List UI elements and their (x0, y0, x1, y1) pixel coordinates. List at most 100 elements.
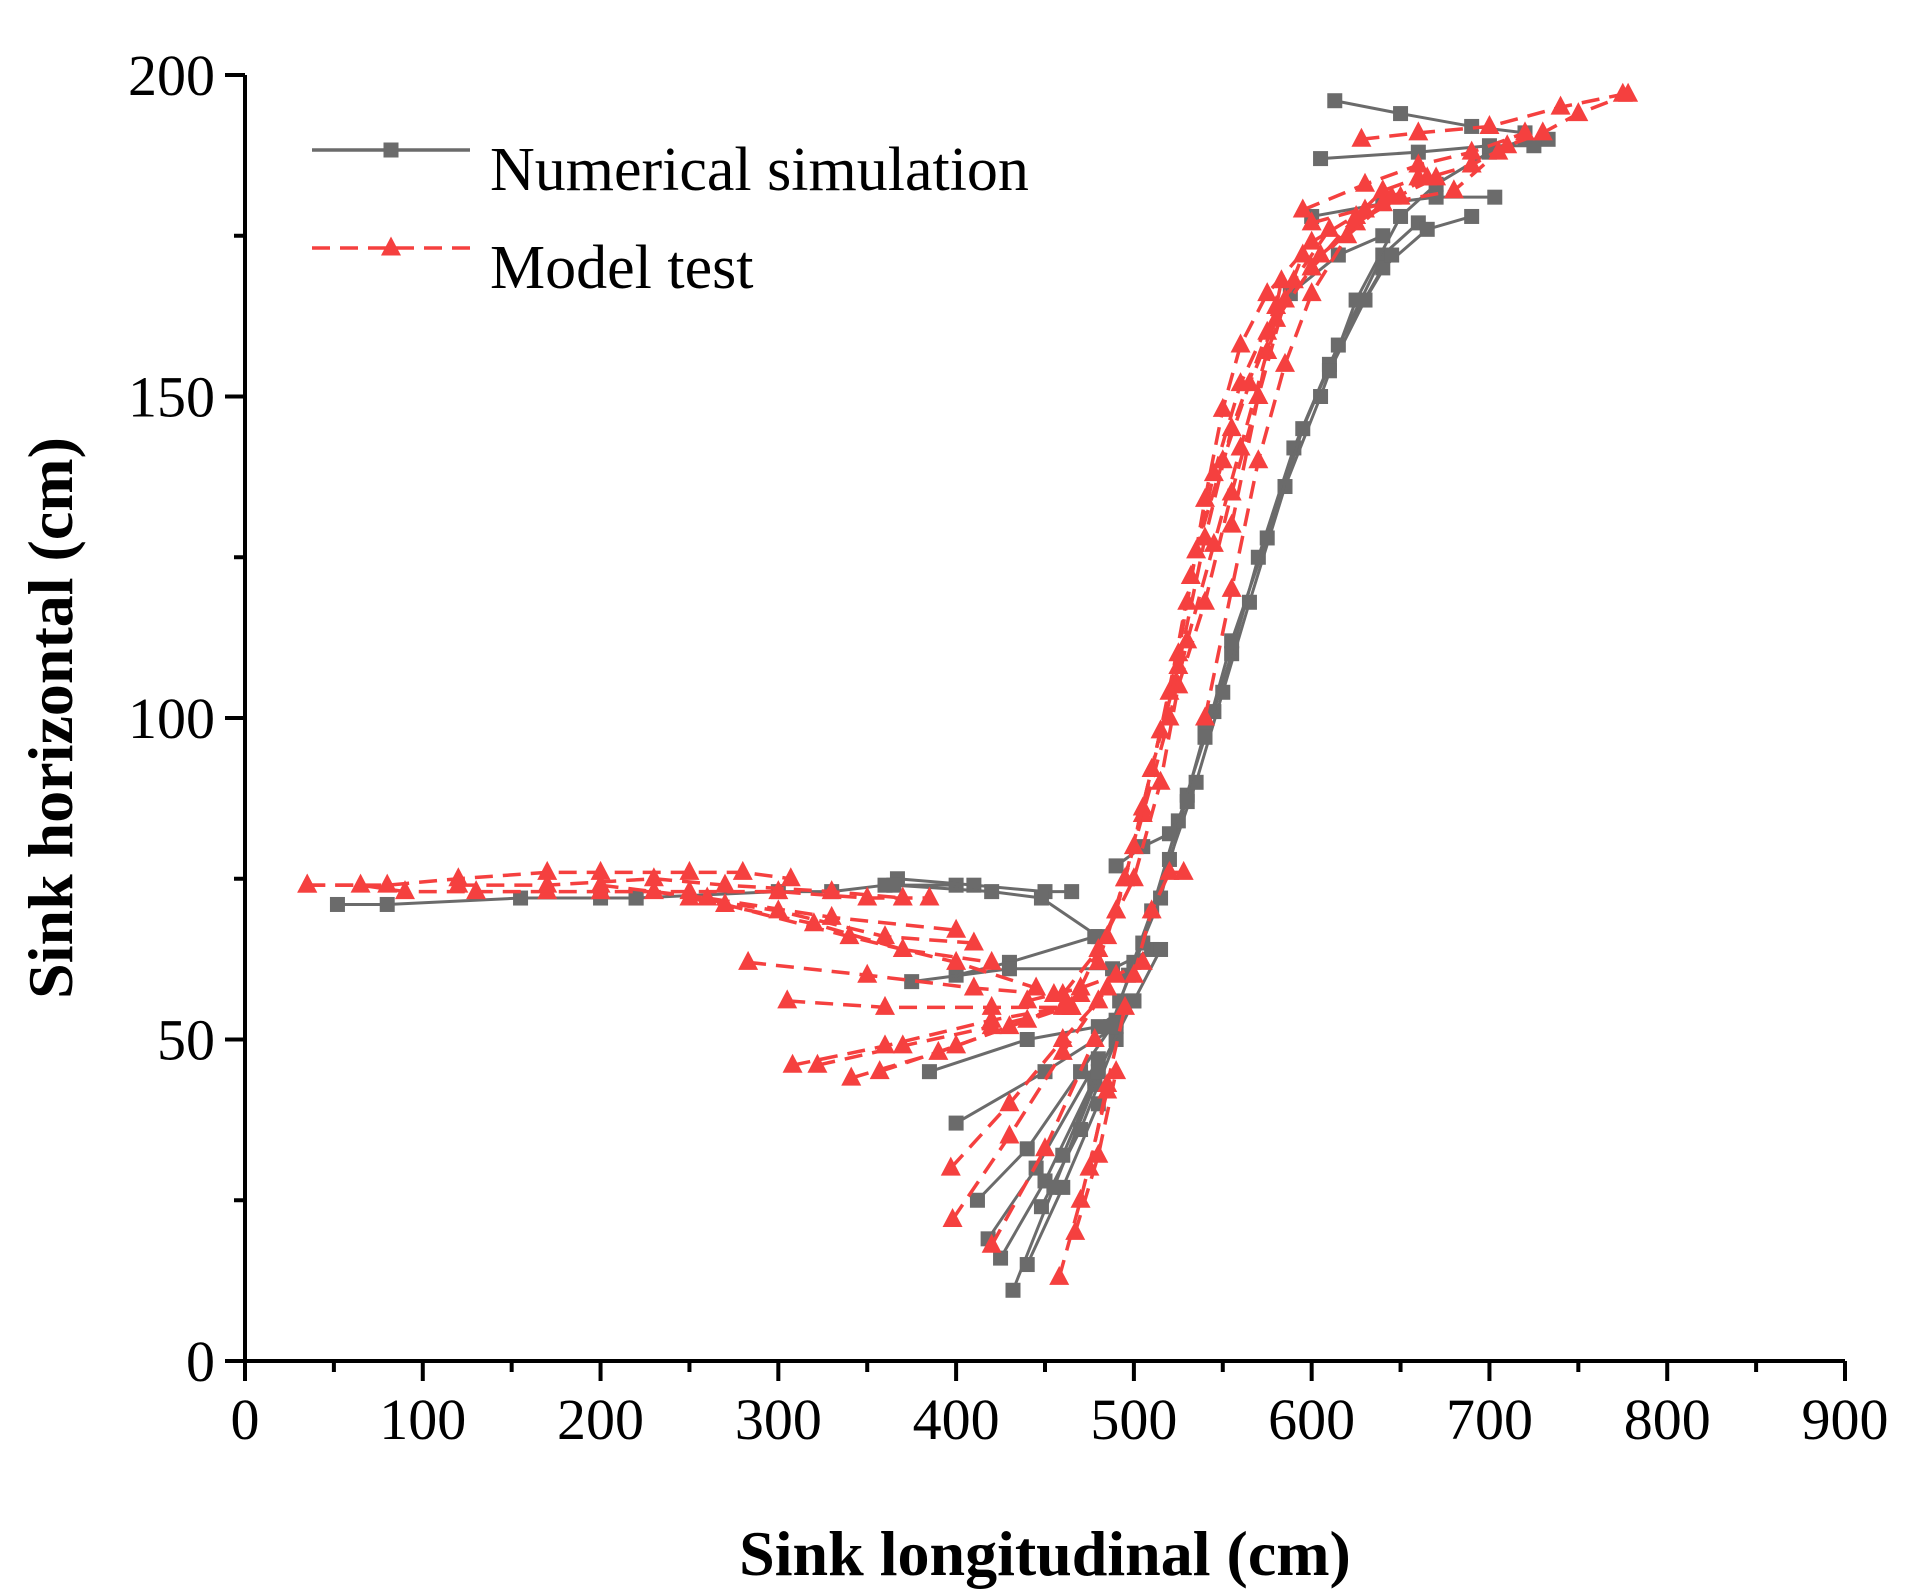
data-point (993, 1250, 1009, 1266)
data-point (1049, 1265, 1070, 1285)
data-point (946, 1034, 967, 1054)
series-line (1078, 228, 1331, 989)
legend-marker (381, 236, 401, 256)
data-point (1106, 963, 1127, 983)
data-point (1052, 1040, 1073, 1060)
data-point (329, 896, 345, 912)
data-point (1097, 925, 1118, 945)
series-line (1334, 99, 1526, 135)
data-point (839, 925, 860, 945)
data-point (1310, 243, 1331, 263)
data-point (1123, 963, 1144, 983)
data-point (1327, 93, 1343, 109)
data-point (1203, 462, 1224, 482)
legend-label: Numerical simulation (490, 136, 1029, 204)
series-line (724, 902, 1037, 990)
data-point (1141, 757, 1162, 777)
data-point (1550, 95, 1571, 115)
data-point (1384, 247, 1400, 263)
x-tick-label: 400 (913, 1387, 1000, 1452)
data-point (969, 1192, 985, 1208)
data-point (875, 925, 895, 945)
x-tick-label: 500 (1090, 1387, 1177, 1452)
data-point (1357, 292, 1373, 308)
data-point (942, 1208, 963, 1228)
data-point (886, 877, 902, 893)
x-tick-label: 300 (735, 1387, 822, 1452)
data-point (807, 1053, 828, 1073)
data-point (537, 860, 558, 880)
data-point (869, 1060, 890, 1080)
data-point (1203, 532, 1224, 552)
series-line (689, 896, 992, 965)
x-tick-label: 900 (1802, 1387, 1889, 1452)
data-point (1033, 1199, 1049, 1215)
data-point (1487, 189, 1503, 205)
data-point (1417, 166, 1438, 186)
data-point (1612, 82, 1633, 102)
data-point (350, 873, 371, 893)
data-point (1056, 995, 1077, 1015)
data-point (1084, 1028, 1105, 1047)
data-point (921, 1064, 937, 1080)
data-point (1019, 1141, 1035, 1157)
data-point (1224, 633, 1240, 649)
data-point (1017, 1008, 1038, 1028)
data-point (981, 995, 1002, 1015)
series-line (879, 992, 1082, 1074)
data-point (1375, 228, 1391, 244)
data-point (1195, 706, 1215, 726)
data-point (1070, 976, 1091, 996)
data-point (513, 890, 529, 906)
data-point (1271, 269, 1292, 289)
x-tick-label: 100 (379, 1387, 466, 1452)
data-point (821, 880, 842, 900)
data-point (1197, 729, 1213, 745)
data-point (1017, 989, 1038, 1009)
data-point (981, 950, 1002, 970)
series-line (1229, 280, 1284, 526)
data-point (1230, 333, 1251, 353)
series-line (653, 889, 975, 945)
data-point (1079, 1156, 1100, 1176)
series-line (893, 883, 1100, 938)
data-point (1248, 449, 1269, 469)
data-point (1159, 680, 1180, 700)
data-point (297, 873, 318, 893)
data-point (1275, 352, 1295, 372)
data-point (948, 1115, 964, 1131)
x-tick-label: 800 (1624, 1387, 1711, 1452)
data-point (1428, 189, 1444, 205)
data-point (1115, 867, 1135, 887)
data-point (643, 880, 664, 900)
data-point (1230, 436, 1251, 456)
data-point (1033, 890, 1049, 906)
data-point (999, 1092, 1020, 1112)
legend-item: Model test (312, 234, 753, 302)
data-point (841, 1066, 862, 1086)
data-point (537, 873, 558, 893)
data-point (1150, 770, 1171, 790)
series-line (307, 870, 792, 887)
data-point (1479, 114, 1500, 134)
axes: 0 100 200 300 400 500 600 700 800 900 0 50 100 150 20… (128, 43, 1889, 1452)
data-point (1461, 153, 1482, 173)
data-point (1346, 211, 1367, 231)
data-point (628, 890, 644, 906)
data-point (1055, 1147, 1071, 1163)
series-line (951, 987, 1109, 1221)
series-line (1026, 960, 1144, 1003)
data-point (1019, 1257, 1035, 1273)
data-point (1461, 140, 1482, 160)
data-point (1106, 899, 1127, 919)
y-tick-label: 0 (186, 1329, 215, 1394)
data-point (999, 1124, 1020, 1144)
data-point (1355, 172, 1375, 192)
data-point (1410, 144, 1426, 160)
legend-label: Model test (490, 234, 753, 302)
data-point (1052, 982, 1073, 1002)
series-line (817, 1005, 1073, 1067)
data-point (1259, 530, 1275, 546)
data-point (875, 1034, 895, 1054)
